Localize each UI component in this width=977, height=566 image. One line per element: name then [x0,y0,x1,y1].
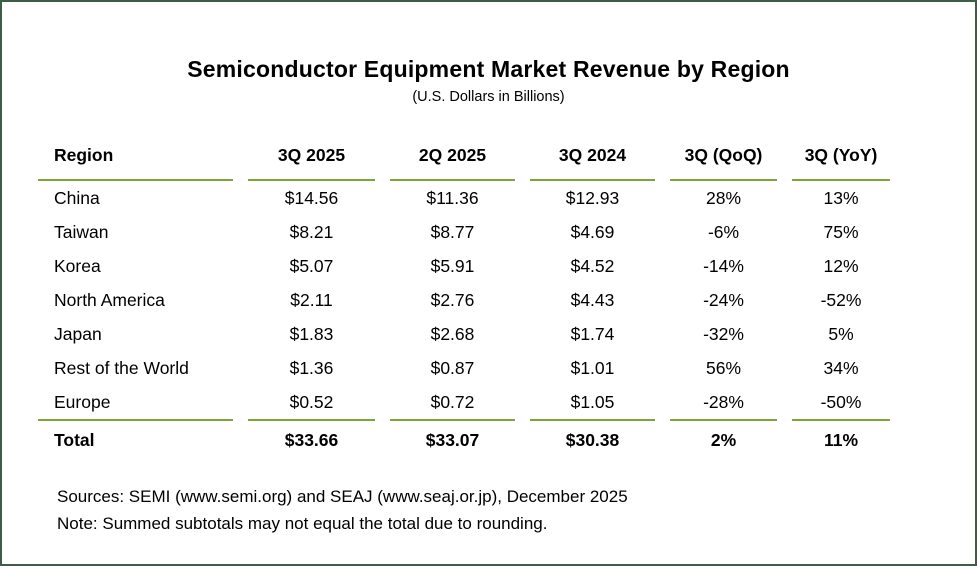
value-cell: $0.52 [248,385,375,421]
column-header-3q2024: 3Q 2024 [530,142,655,181]
value-cell: -14% [703,255,744,276]
region-cell: North America [54,289,165,310]
total-label-cell: Total [54,429,95,450]
value-cell: $1.36 [289,357,334,378]
total-value-cell: 11% [823,429,859,450]
value-cell: $1.05 [530,385,655,421]
value-cell: $4.43 [570,289,615,310]
value-cell: $2.68 [430,323,475,344]
table-row-north-america: North America $2.11 $2.76 $4.43 -24% -52… [38,283,890,317]
total-value-cell: 2% [710,429,737,450]
header-row: Region 3Q 2025 2Q 2025 3Q 2024 3Q (QoQ) … [38,142,890,181]
value-cell: -28% [670,385,777,421]
table-row-taiwan: Taiwan $8.21 $8.77 $4.69 -6% 75% [38,215,890,249]
table-row-korea: Korea $5.07 $5.91 $4.52 -14% 12% [38,249,890,283]
value-cell: $12.93 [565,187,620,208]
value-cell: $4.52 [570,255,615,276]
value-cell: -6% [707,221,740,242]
footer: Sources: SEMI (www.semi.org) and SEAJ (w… [57,483,975,537]
total-value-cell: $33.66 [284,429,339,450]
value-cell: $1.74 [570,323,615,344]
total-value-cell: $30.38 [565,429,620,450]
value-cell: 12% [823,255,859,276]
value-cell: $5.91 [430,255,475,276]
value-cell: -52% [820,289,862,310]
value-cell: $5.07 [289,255,334,276]
value-cell: $11.36 [426,187,479,208]
value-cell: -24% [703,289,744,310]
table-row-japan: Japan $1.83 $2.68 $1.74 -32% 5% [38,317,890,351]
value-cell: $1.83 [289,323,334,344]
page-title: Semiconductor Equipment Market Revenue b… [187,56,790,82]
region-cell: Taiwan [54,221,109,242]
total-row: Total $33.66 $33.07 $30.38 2% 11% [38,421,890,459]
value-cell: $4.69 [570,221,615,242]
value-cell: $2.76 [430,289,475,310]
table-row-rest-of-world: Rest of the World $1.36 $0.87 $1.01 56% … [38,351,890,385]
table-row-europe: Europe $0.52 $0.72 $1.05 -28% -50% [38,385,890,421]
region-cell: Europe [38,385,233,421]
rounding-note: Note: Summed subtotals may not equal the… [57,514,548,533]
value-cell: $2.11 [290,289,333,310]
column-header-yoy: 3Q (YoY) [792,142,890,181]
column-header-qoq: 3Q (QoQ) [670,142,777,181]
value-cell: 34% [823,357,859,378]
column-header-region: Region [38,142,233,181]
value-cell: 5% [828,323,854,344]
column-header-2q2025: 2Q 2025 [390,142,515,181]
value-cell: 56% [705,357,742,378]
region-cell: Japan [54,323,102,344]
revenue-table: Region 3Q 2025 2Q 2025 3Q 2024 3Q (QoQ) … [23,142,905,459]
value-cell: 75% [823,221,859,242]
value-cell: $1.01 [570,357,615,378]
value-cell: $0.87 [430,357,475,378]
table-row-china: China $14.56 $11.36 $12.93 28% 13% [38,181,890,215]
column-header-3q2025: 3Q 2025 [248,142,375,181]
value-cell: -32% [703,323,744,344]
total-value-cell: $33.07 [425,429,480,450]
region-cell: China [54,187,100,208]
value-cell: $8.21 [289,221,334,242]
value-cell: -50% [792,385,890,421]
region-cell: Rest of the World [54,357,189,378]
value-cell: $0.72 [390,385,515,421]
title-block: Semiconductor Equipment Market Revenue b… [2,55,975,106]
value-cell: 13% [823,187,859,208]
value-cell: $8.77 [430,221,475,242]
value-cell: 28% [705,187,742,208]
subtitle: (U.S. Dollars in Billions) [412,89,565,105]
sources-line: Sources: SEMI (www.semi.org) and SEAJ (w… [57,487,628,506]
region-cell: Korea [54,255,101,276]
value-cell: $14.56 [284,187,339,208]
